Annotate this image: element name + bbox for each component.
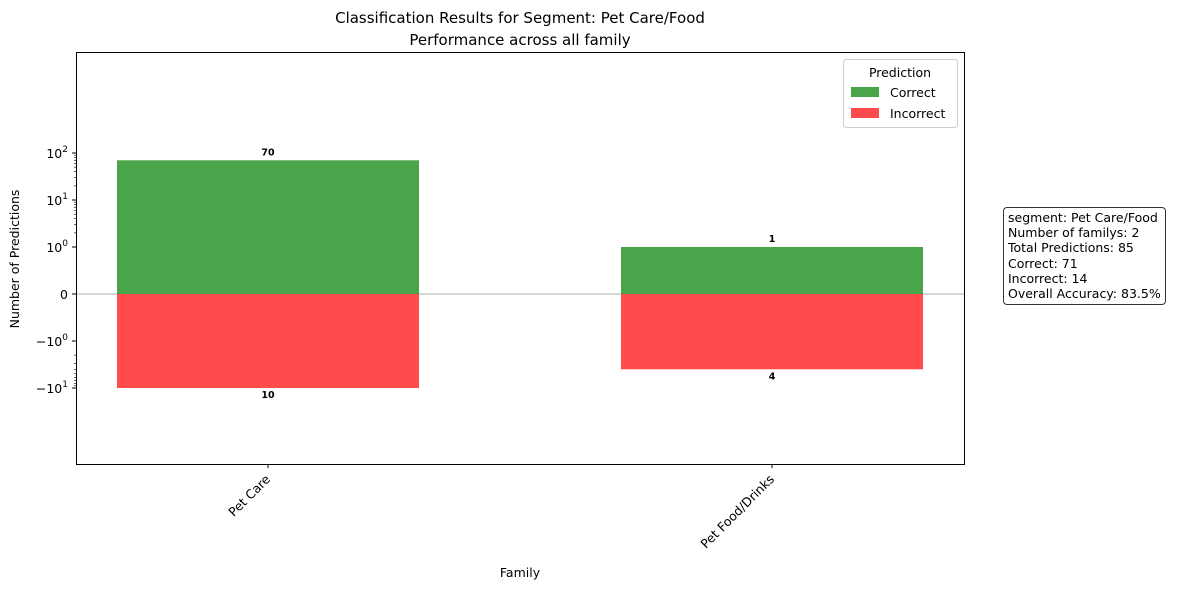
plot-area: 70 1 10 4 102 101 100 0 −100 −101 Pet Care Pet Food… (36, 145, 964, 551)
stats-line: Total Predictions: 85 (1008, 240, 1134, 256)
legend-swatch-correct (851, 87, 879, 97)
chart-title: Classification Results for Segment: Pet … (335, 9, 705, 27)
stats-line: Number of familys: 2 (1008, 225, 1140, 241)
bar-incorrect-0 (117, 294, 419, 388)
legend: Prediction Correct Incorrect (843, 59, 958, 128)
x-tick-label-1: Pet Food/Drinks (697, 472, 777, 552)
y-tick-label-2: 100 (46, 239, 68, 255)
x-tick-label-0: Pet Care (225, 471, 273, 519)
legend-swatch-incorrect (851, 108, 879, 118)
y-tick-label-1: 101 (46, 192, 68, 208)
data-label-correct-1: 1 (769, 234, 776, 245)
x-axis-label: Family (500, 565, 541, 580)
legend-label-incorrect: Incorrect (890, 106, 945, 121)
bar-incorrect-1 (621, 294, 923, 370)
bar-correct-1 (621, 247, 923, 294)
y-tick-label-3: 0 (60, 287, 68, 302)
stats-box: segment: Pet Care/Food Number of familys… (1003, 207, 1166, 306)
chart-subtitle: Performance across all family (409, 31, 630, 49)
data-label-incorrect-0: 10 (261, 390, 275, 401)
data-label-incorrect-1: 4 (769, 371, 776, 382)
bar-correct-0 (117, 160, 419, 294)
stats-line: Incorrect: 14 (1008, 270, 1088, 286)
stats-line: Correct: 71 (1008, 255, 1078, 271)
y-tick-label-4: −100 (36, 333, 68, 349)
stats-line: segment: Pet Care/Food (1008, 210, 1158, 225)
y-tick-label-5: −101 (36, 380, 68, 396)
legend-label-correct: Correct (890, 85, 936, 100)
plot-frame (76, 52, 965, 465)
legend-title: Prediction (869, 65, 931, 80)
data-label-correct-0: 70 (261, 147, 275, 158)
y-axis-label: Number of Predictions (7, 190, 22, 329)
stats-line: Overall Accuracy: 83.5% (1008, 286, 1161, 302)
y-tick-label-0: 102 (46, 145, 68, 161)
